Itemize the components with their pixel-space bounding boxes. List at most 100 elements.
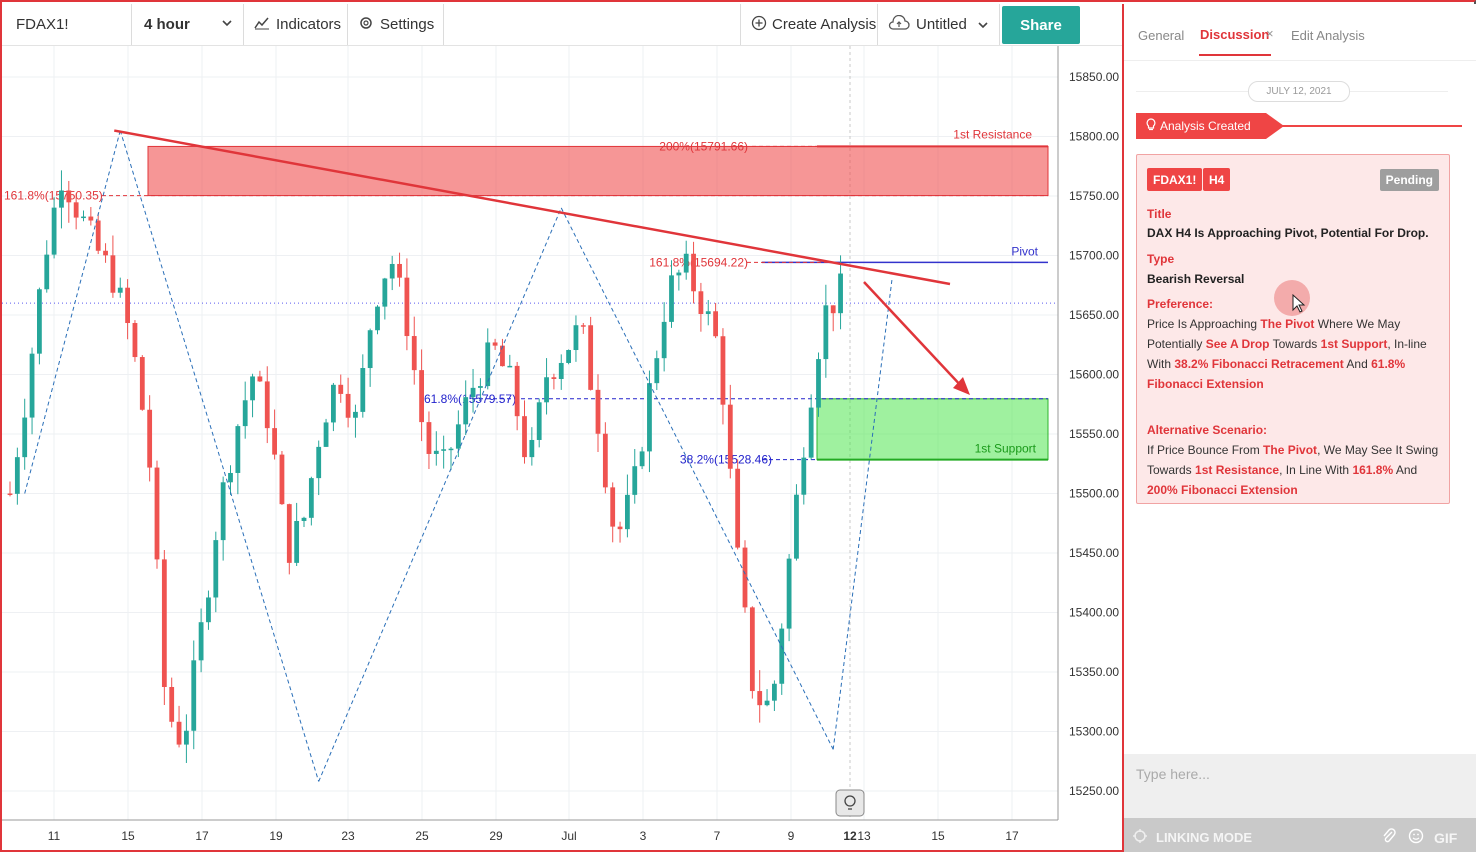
preference-segment: 61.8% Fibonacci Extension bbox=[1147, 357, 1406, 391]
y-tick-label: 15750.00 bbox=[1069, 189, 1119, 203]
candle-body bbox=[661, 321, 667, 359]
pattern-leg bbox=[832, 279, 893, 750]
candle-body bbox=[676, 272, 682, 276]
plus-circle-icon bbox=[751, 15, 767, 35]
candle-body bbox=[110, 255, 116, 293]
candle-body bbox=[830, 305, 836, 314]
candle-body bbox=[786, 558, 792, 629]
banner-arrow bbox=[1266, 113, 1284, 139]
message-input[interactable]: Type here... bbox=[1124, 754, 1476, 818]
x-tick-label: Jul bbox=[561, 829, 576, 843]
settings-button[interactable]: Settings bbox=[348, 4, 444, 45]
resistance-zone[interactable] bbox=[147, 145, 1049, 197]
candle-body bbox=[742, 547, 748, 608]
projection-arrow[interactable] bbox=[863, 281, 965, 390]
candle-body bbox=[551, 377, 557, 379]
hint-button[interactable] bbox=[835, 789, 865, 817]
tab-general[interactable]: General bbox=[1138, 28, 1185, 43]
candle-body bbox=[367, 330, 373, 369]
candle-body bbox=[602, 433, 608, 488]
alt-scenario-segment: 1st Resistance bbox=[1195, 463, 1280, 477]
candle-body bbox=[154, 467, 160, 560]
fib-level-label: 38.2%(15528.46) bbox=[680, 453, 772, 467]
candle-body bbox=[720, 336, 726, 405]
link-icon[interactable] bbox=[1132, 828, 1148, 849]
candle-body bbox=[397, 263, 402, 278]
candle-body bbox=[176, 721, 182, 745]
y-tick-label: 15450.00 bbox=[1069, 546, 1119, 560]
share-button[interactable]: Share bbox=[1002, 6, 1080, 44]
support-label: 1st Support bbox=[975, 442, 1037, 456]
candle-body bbox=[779, 628, 785, 684]
candle-body bbox=[37, 289, 42, 354]
candle-body bbox=[198, 622, 204, 661]
title-label: Title bbox=[1147, 207, 1172, 221]
layout-select[interactable]: Untitled bbox=[878, 4, 1000, 45]
candle-body bbox=[838, 273, 843, 314]
timeframe-badge: H4 bbox=[1203, 168, 1231, 191]
candle-body bbox=[529, 439, 535, 458]
candle-body bbox=[382, 278, 388, 307]
candle-body bbox=[139, 357, 145, 410]
candle-body bbox=[323, 422, 329, 447]
x-tick-label: 19 bbox=[269, 829, 283, 843]
panel-tabs: General Discussion × Edit Analysis bbox=[1124, 4, 1476, 61]
close-tab-icon[interactable]: × bbox=[1266, 26, 1274, 41]
descending-trendline[interactable] bbox=[114, 129, 951, 286]
indicators-button[interactable]: Indicators bbox=[244, 4, 348, 45]
alt-scenario-label: Alternative Scenario: bbox=[1147, 423, 1268, 437]
candle-body bbox=[88, 216, 94, 221]
candle-body bbox=[632, 466, 638, 495]
candle-body bbox=[801, 457, 807, 495]
candle-body bbox=[625, 494, 630, 530]
tab-edit-analysis[interactable]: Edit Analysis bbox=[1291, 28, 1365, 43]
y-tick-label: 15400.00 bbox=[1069, 606, 1119, 620]
candle-body bbox=[14, 457, 20, 494]
alt-scenario-segment: And bbox=[1393, 463, 1418, 477]
y-tick-label: 15350.00 bbox=[1069, 665, 1119, 679]
support-zone[interactable] bbox=[816, 398, 1049, 461]
gif-button[interactable]: GIF bbox=[1434, 830, 1458, 846]
preference-text: Price Is Approaching The Pivot Where We … bbox=[1147, 314, 1447, 394]
candle-body bbox=[507, 365, 513, 368]
candle-body bbox=[698, 291, 704, 315]
candle-body bbox=[514, 365, 520, 417]
x-tick-label: 7 bbox=[714, 829, 721, 843]
cursor-highlight bbox=[1274, 280, 1310, 316]
candle-body bbox=[816, 359, 821, 408]
candle-body bbox=[132, 323, 138, 358]
candle-body bbox=[463, 397, 469, 425]
tab-discussion[interactable]: Discussion bbox=[1200, 27, 1270, 42]
candle-body bbox=[279, 454, 285, 505]
candle-body bbox=[558, 362, 564, 379]
attachment-icon[interactable] bbox=[1382, 828, 1396, 849]
linking-mode-label[interactable]: LINKING MODE bbox=[1156, 830, 1253, 845]
candle-body bbox=[375, 306, 380, 331]
chart-canvas[interactable]: 15850.00 15800.00 15750.00 15700.00 15650.00… bbox=[2, 46, 1122, 852]
y-tick-label: 15650.00 bbox=[1069, 308, 1119, 322]
candle-body bbox=[353, 411, 358, 418]
lightbulb-icon bbox=[1146, 118, 1156, 134]
symbol-label: FDAX1! bbox=[16, 16, 69, 33]
emoji-icon[interactable] bbox=[1408, 828, 1424, 849]
preference-segment: The Pivot bbox=[1260, 317, 1315, 331]
symbol-search[interactable]: FDAX1! bbox=[2, 4, 132, 45]
candle-body bbox=[757, 691, 763, 706]
candle-body bbox=[455, 424, 461, 449]
preference-segment: Towards bbox=[1269, 337, 1321, 351]
indicators-icon bbox=[254, 16, 270, 34]
x-tick-label: 23 bbox=[341, 829, 355, 843]
candle-body bbox=[345, 393, 351, 418]
candle-body bbox=[301, 517, 307, 521]
candle-body bbox=[764, 700, 770, 706]
x-tick-label: 9 bbox=[788, 829, 795, 843]
price-chart[interactable]: 15850.00 15800.00 15750.00 15700.00 15650.00… bbox=[2, 46, 1122, 852]
interval-select[interactable]: 4 hour bbox=[132, 4, 244, 45]
x-tick-label: 13 bbox=[857, 829, 871, 843]
create-analysis-button[interactable]: Create Analysis bbox=[740, 4, 878, 45]
bottom-bar: LINKING MODE GIF bbox=[1124, 818, 1476, 852]
alt-scenario-segment: 161.8% bbox=[1352, 463, 1394, 477]
x-tick-label: 15 bbox=[121, 829, 135, 843]
candle-body bbox=[441, 449, 447, 451]
analysis-panel: General Discussion × Edit Analysis JULY … bbox=[1122, 4, 1476, 852]
